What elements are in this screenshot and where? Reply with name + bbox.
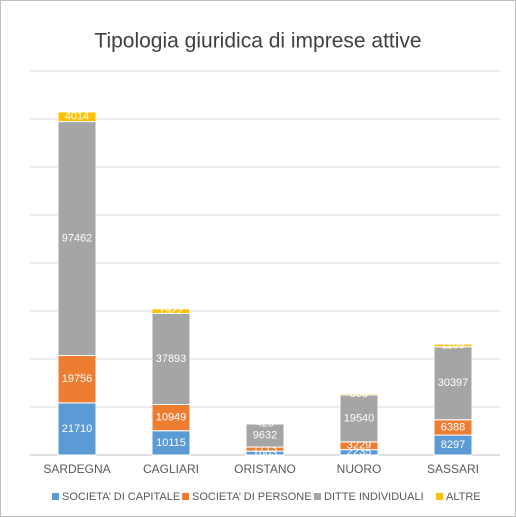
value-label: 558 xyxy=(350,388,368,400)
x-tick-label: CAGLIARI xyxy=(143,462,199,476)
bar-segment xyxy=(433,343,473,348)
legend-label: SOCIETA’ DI PERSONE xyxy=(192,491,312,503)
value-label: 10115 xyxy=(156,437,186,449)
legend-label: ALTRE xyxy=(446,491,481,503)
bar-segment xyxy=(339,393,379,396)
value-label: 37893 xyxy=(156,353,187,365)
legend-swatch xyxy=(182,493,189,500)
value-label: 9632 xyxy=(253,429,277,441)
bar-segment xyxy=(245,422,285,425)
bar-segment xyxy=(57,111,97,123)
x-tick-label: SARDEGNA xyxy=(43,462,110,476)
value-label: 6388 xyxy=(441,421,465,433)
value-label: 97462 xyxy=(62,232,93,244)
bar-segment xyxy=(57,121,97,356)
x-tick-label: ORISTANO xyxy=(234,462,296,476)
value-label: 4014 xyxy=(65,111,89,123)
x-tick-label: NUORO xyxy=(337,462,382,476)
bar-segment xyxy=(151,308,191,315)
value-label: 8297 xyxy=(441,439,465,451)
value-label: 19756 xyxy=(62,373,93,385)
value-label: 19540 xyxy=(344,412,375,424)
value-label: 425 xyxy=(256,417,274,429)
value-label: 21710 xyxy=(62,423,93,435)
legend-label: DITTE INDIVIDUALI xyxy=(324,491,424,503)
value-label: 1109 xyxy=(441,339,465,351)
value-label: 10949 xyxy=(156,411,187,423)
bar-segment xyxy=(57,354,97,404)
legend-swatch xyxy=(436,493,443,500)
value-label: 3229 xyxy=(347,440,371,452)
legend-label: SOCIETA’ DI CAPITALE xyxy=(62,491,180,503)
chart-title: Tipologia giuridica di imprese attive xyxy=(94,30,421,53)
x-tick-label: SASSARI xyxy=(427,462,479,476)
bar-segment xyxy=(151,313,191,405)
value-label: 1922 xyxy=(159,305,183,317)
bar-segment xyxy=(339,394,379,443)
bar-segment xyxy=(151,403,191,432)
bar-segment xyxy=(433,346,473,421)
value-label: 30397 xyxy=(438,377,469,389)
legend-swatch xyxy=(314,493,321,500)
legend-swatch xyxy=(52,493,59,500)
bar-segment xyxy=(151,430,191,456)
